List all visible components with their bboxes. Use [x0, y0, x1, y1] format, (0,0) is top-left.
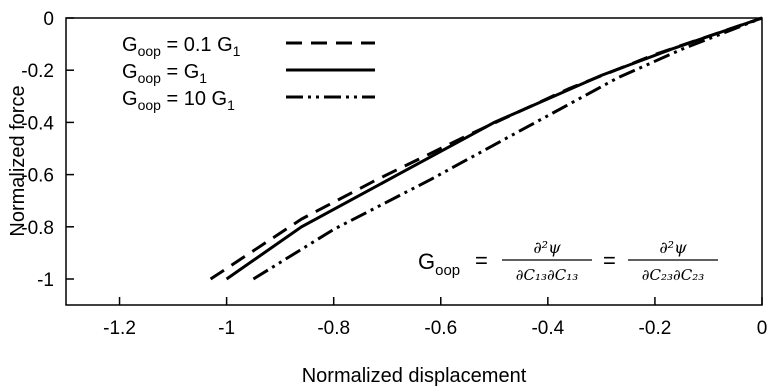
equation-equals-1: =	[475, 248, 488, 273]
equation-denominator-2: ∂C₂₃∂C₂₃	[642, 266, 705, 284]
legend-label: Goop = 0.1 G1	[122, 34, 241, 59]
x-tick-label: -0.6	[424, 318, 457, 339]
equation-equals-2: =	[603, 248, 616, 273]
x-axis-ticks: -1.2 -1 -0.8 -0.6 -0.4 -0.2 0	[103, 297, 767, 339]
equation-numerator-2: ∂²ψ	[659, 238, 687, 257]
y-tick-label: -1	[37, 270, 54, 291]
x-tick-label: -0.2	[639, 318, 672, 339]
series-line-solid	[225, 16, 763, 281]
equation-annotation: Goop = ∂²ψ ∂C₁₃∂C₁₃ = ∂²ψ ∂C₂₃∂C₂₃	[418, 238, 718, 284]
equation-numerator-1: ∂²ψ	[533, 238, 561, 257]
x-tick-label: -0.8	[317, 318, 350, 339]
legend-label: Goop = G1	[122, 61, 207, 86]
y-tick-label: -0.8	[21, 218, 54, 239]
equation-g: Goop	[418, 249, 460, 279]
y-tick-label: -0.2	[21, 61, 54, 82]
x-axis-label: Normalized displacement	[302, 365, 527, 387]
y-tick-label: -0.6	[21, 166, 54, 187]
x-tick-label: -0.4	[531, 318, 564, 339]
y-tick-label: 0	[43, 9, 54, 30]
x-tick-label: -1	[218, 318, 235, 339]
equation-g-sub: oop	[435, 262, 460, 279]
y-axis-label: Normalized force	[7, 85, 29, 236]
y-axis-ticks: 0 -0.2 -0.4 -0.6 -0.8 -1	[21, 9, 74, 291]
x-tick-label: 0	[757, 318, 768, 339]
x-tick-label: -1.2	[103, 318, 136, 339]
plot-frame	[65, 17, 763, 306]
equation-g-main: G	[418, 249, 435, 274]
legend-label: Goop = 10 G1	[122, 88, 235, 113]
series-layer	[209, 16, 763, 281]
series-line-dashed	[209, 16, 763, 281]
y-tick-label: -0.4	[21, 113, 54, 134]
equation-denominator-1: ∂C₁₃∂C₁₃	[516, 266, 579, 284]
series-line-dashdotdot	[252, 16, 763, 281]
